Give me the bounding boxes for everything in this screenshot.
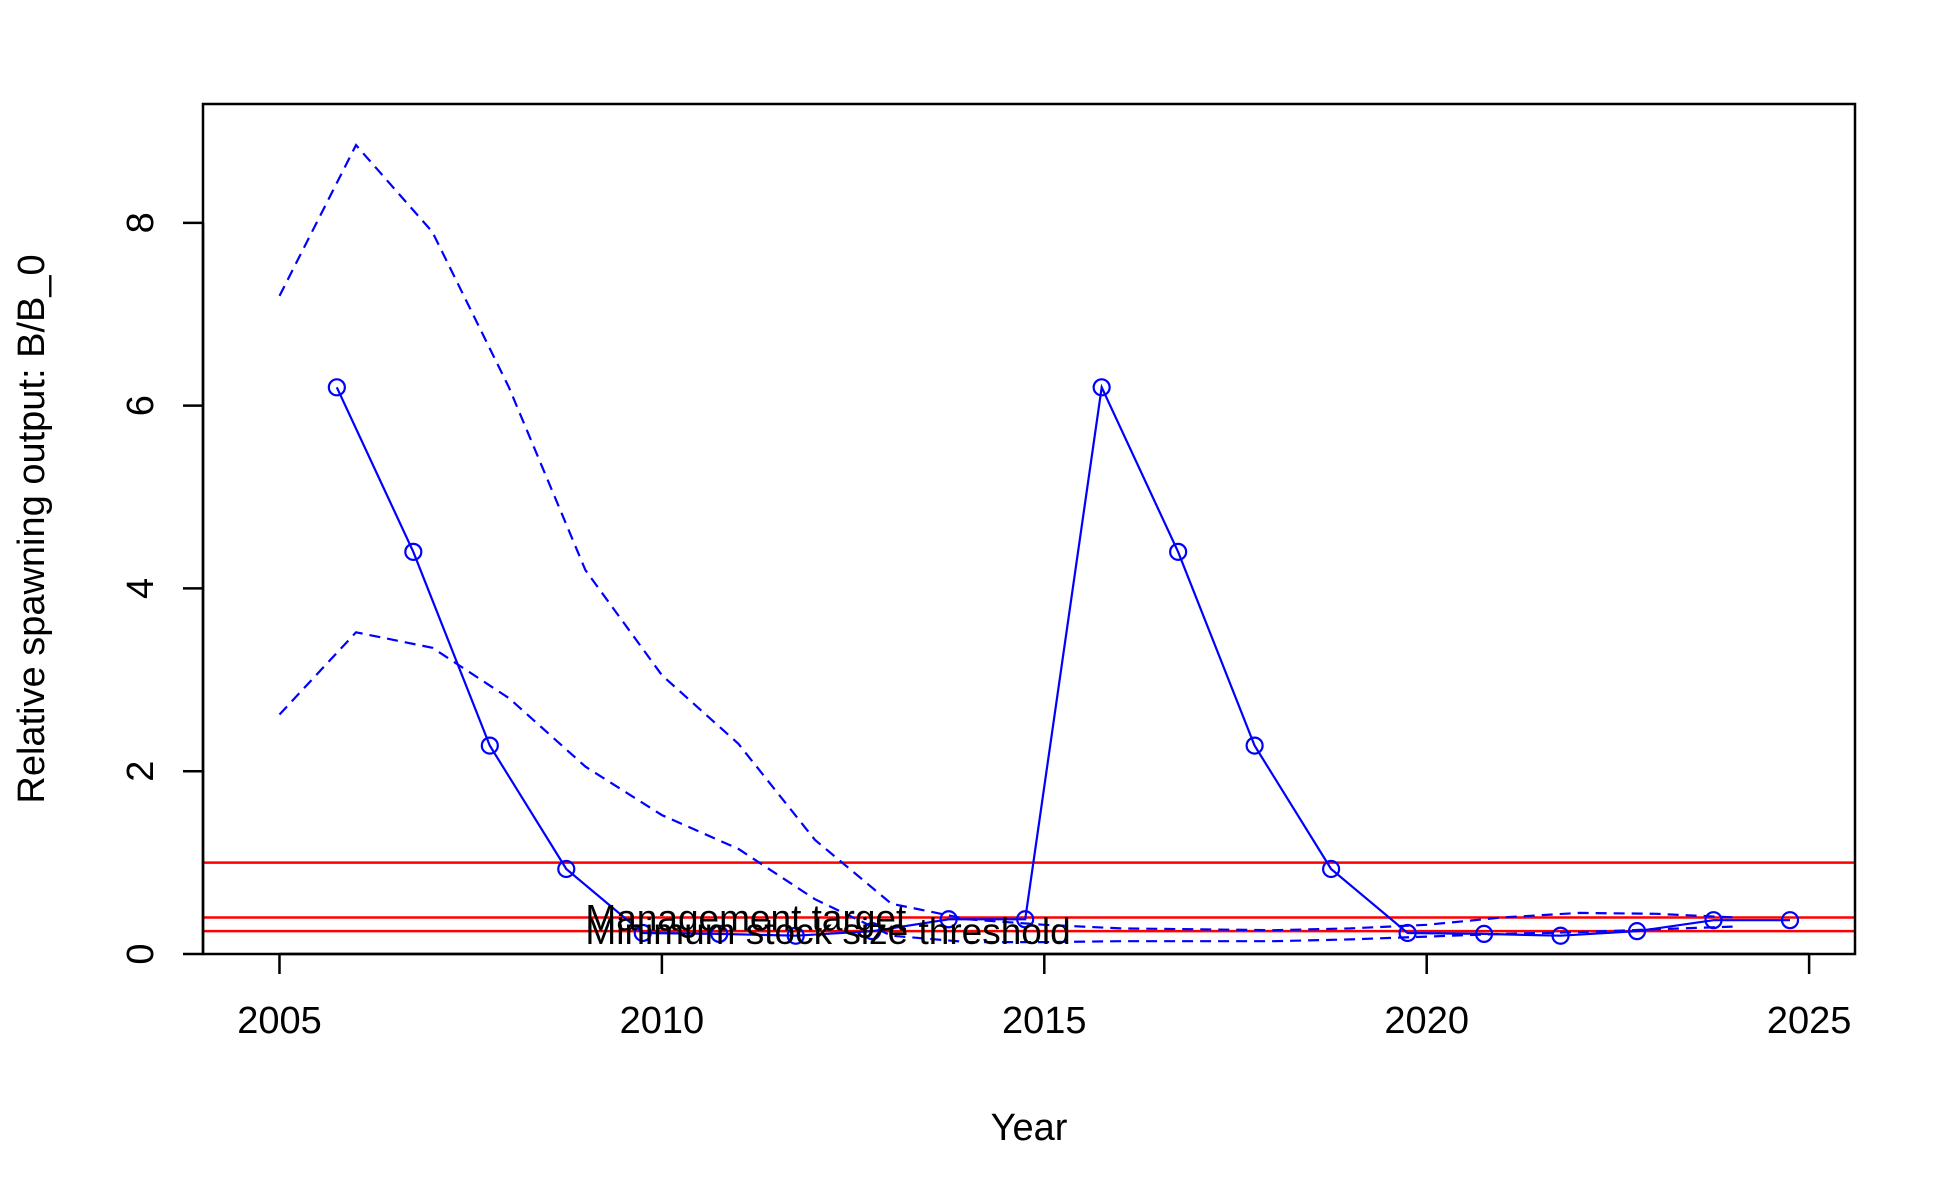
series-point [1092, 378, 1111, 397]
y-tick-label: 6 [120, 395, 162, 416]
y-tick-label: 0 [120, 943, 162, 964]
series-point [404, 542, 423, 561]
y-axis-label: Relative spawning output: B/B_0 [11, 254, 53, 803]
x-axis: 2005 2010 2015 2020 2025 [237, 952, 1852, 1042]
series-point [557, 859, 576, 879]
series-point [1551, 926, 1570, 945]
plot-box [201, 102, 1857, 956]
series-point [480, 736, 499, 755]
series-line-1 [278, 143, 1733, 932]
series-point [939, 910, 958, 929]
x-tick-label: 2005 [237, 1000, 322, 1042]
x-tick-label: 2010 [620, 1000, 705, 1042]
series-point [1169, 542, 1188, 561]
series-point [633, 923, 652, 943]
y-axis: 0 2 4 6 8 [120, 212, 205, 965]
series-point [1322, 859, 1341, 879]
x-axis-label: Year [991, 1107, 1068, 1149]
series-line-2 [278, 631, 1733, 944]
y-tick-label: 4 [120, 578, 162, 599]
series-point [1780, 911, 1800, 930]
x-tick-label: 2025 [1767, 1000, 1852, 1042]
series-layer [278, 143, 1800, 945]
reference-label-1: Management target [585, 897, 907, 938]
x-tick-label: 2015 [1002, 1000, 1087, 1042]
x-tick-label: 2020 [1384, 1000, 1469, 1042]
series-point [1245, 736, 1264, 755]
series-point [1627, 922, 1647, 941]
series-point [1016, 910, 1035, 929]
series-point [786, 926, 805, 945]
series-point [710, 924, 729, 943]
series-point [327, 378, 346, 397]
series-line-0 [335, 383, 1790, 937]
y-tick-label: 8 [120, 212, 162, 233]
y-tick-label: 2 [120, 761, 162, 782]
reference-label-2: Minimum stock size threshold [585, 911, 1070, 952]
